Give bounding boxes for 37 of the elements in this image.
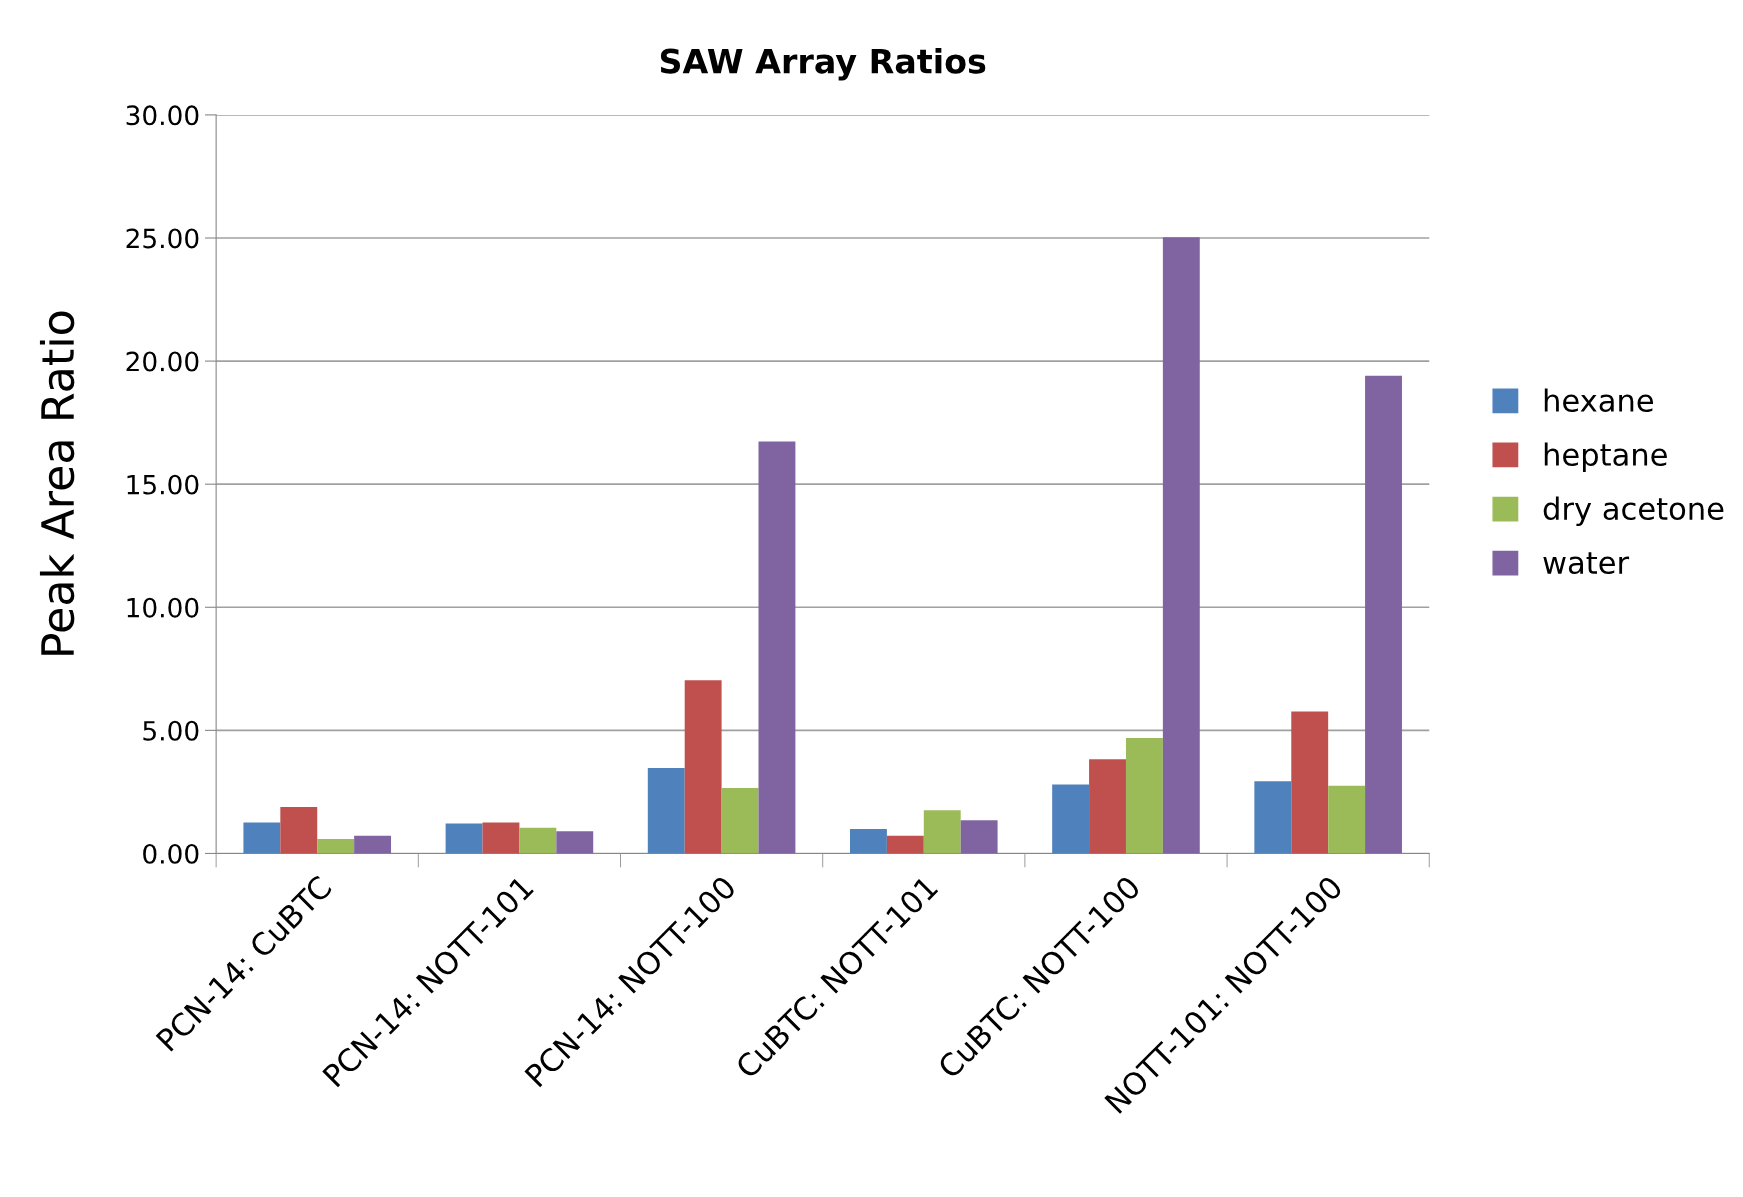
bar <box>445 823 483 854</box>
y-tick-label: 10.00 <box>127 597 199 618</box>
bar <box>721 787 759 854</box>
bar <box>1089 759 1126 854</box>
bar <box>647 768 685 854</box>
bar <box>1162 237 1200 854</box>
y-tick-label: 30.00 <box>126 105 199 126</box>
legend-label: hexane <box>1544 388 1654 413</box>
bar <box>317 838 355 854</box>
bar <box>923 810 961 854</box>
bar <box>280 806 318 854</box>
bar <box>556 831 594 854</box>
legend-label: heptane <box>1544 442 1667 472</box>
bar <box>354 835 392 854</box>
bar <box>684 680 722 854</box>
y-axis-title: Peak Area Ratio <box>39 311 75 655</box>
legend-label: dry acetone <box>1543 496 1724 526</box>
bar <box>1125 738 1163 854</box>
bar <box>1328 785 1366 854</box>
bar <box>886 835 924 854</box>
y-tick-label: 20.00 <box>126 351 199 372</box>
bar <box>243 822 281 854</box>
y-tick-label: 15.00 <box>127 474 199 495</box>
bar <box>849 829 887 854</box>
legend-label: water <box>1543 552 1630 575</box>
bar <box>960 820 998 854</box>
bar <box>1291 711 1329 854</box>
bar <box>1052 784 1090 854</box>
chart-title: SAW Array Ratios <box>660 47 986 81</box>
y-tick-label: 5.00 <box>143 720 199 741</box>
bar <box>519 827 557 854</box>
bar <box>1365 375 1402 854</box>
bar <box>1254 781 1292 854</box>
bar <box>758 441 796 854</box>
y-tick-label: 0.00 <box>143 843 199 864</box>
bar <box>482 822 520 854</box>
y-tick-label: 25.00 <box>126 228 199 249</box>
